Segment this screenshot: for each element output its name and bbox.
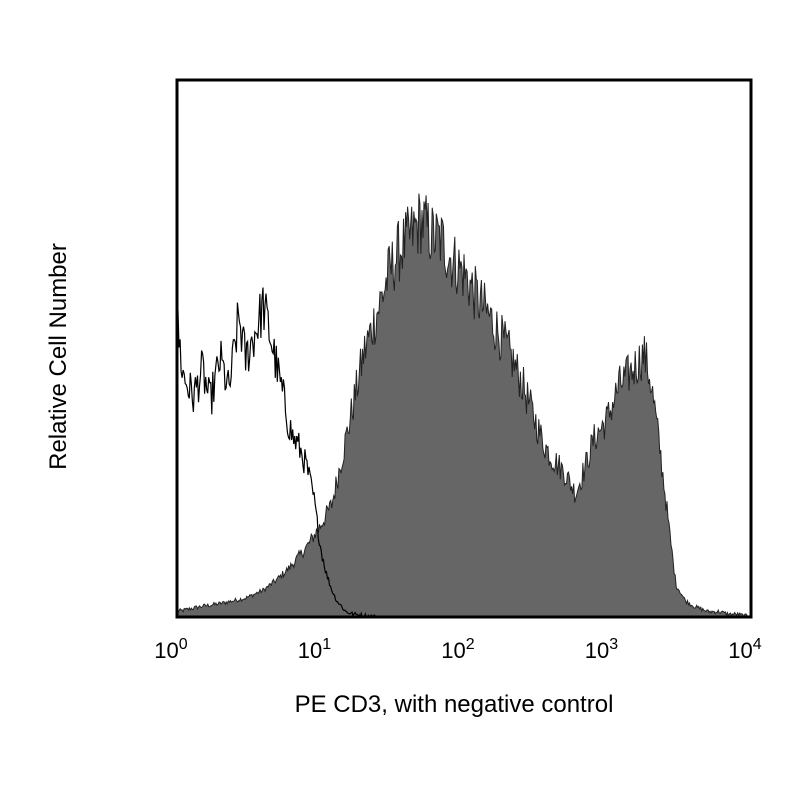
plot-frame [175, 78, 753, 619]
x-tick-label: 101 [298, 636, 331, 663]
y-axis-title: Relative Cell Number [45, 243, 72, 470]
sample-histogram [176, 193, 751, 619]
plot-area [176, 193, 751, 619]
x-tick-label: 104 [728, 636, 761, 663]
x-tick-label: 100 [154, 636, 187, 663]
x-axis-title: PE CD3, with negative control [295, 691, 614, 718]
x-tick-label: 103 [585, 636, 618, 663]
x-tick-labels: 100 101 102 103 104 [154, 636, 761, 663]
x-tick-label: 102 [441, 636, 474, 663]
negative-control-histogram [176, 287, 378, 619]
